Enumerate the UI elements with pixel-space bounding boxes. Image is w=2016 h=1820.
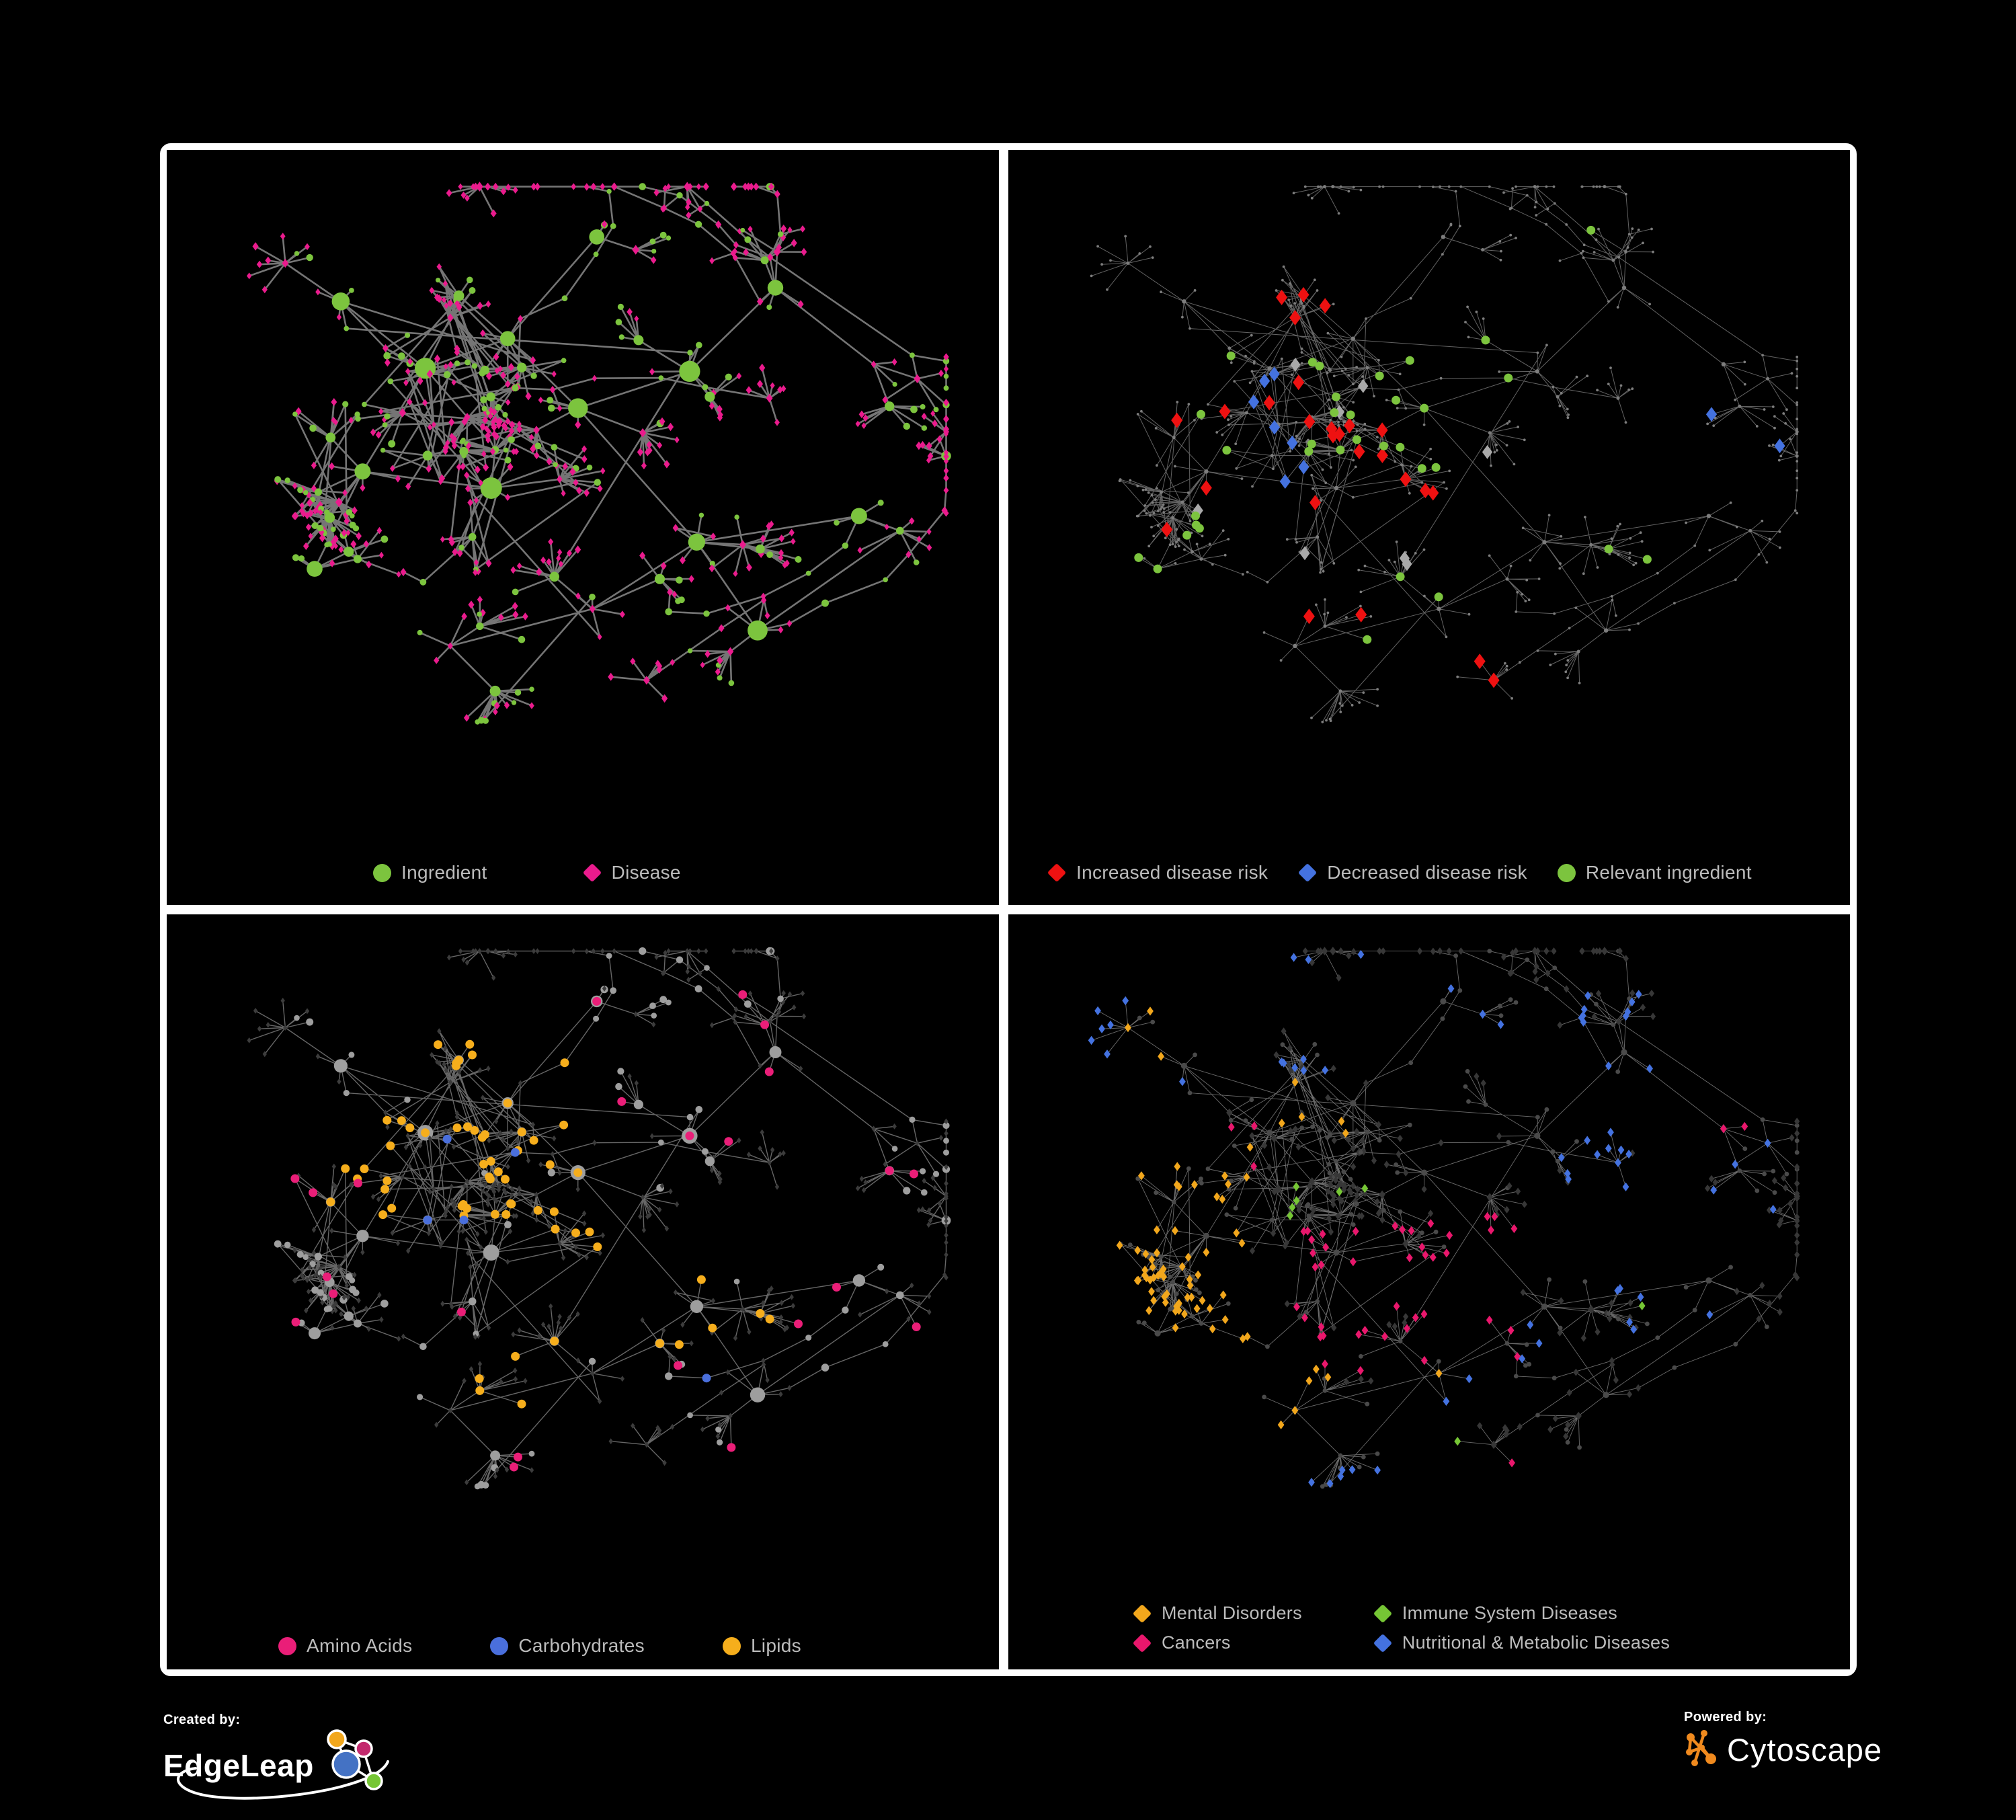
cytoscape-node xyxy=(1686,1749,1693,1755)
created-by-label: Created by: xyxy=(163,1712,241,1727)
panel-ingredient-disease: Ingredient Disease xyxy=(167,150,999,905)
amino-acids-circle-marker xyxy=(278,1636,296,1655)
disease-diamond-marker xyxy=(582,863,602,883)
powered-by-label: Powered by: xyxy=(1684,1710,1767,1725)
nodes-layer xyxy=(1088,947,1800,1489)
increased-disease-risk-diamond-marker xyxy=(1047,863,1067,883)
legend-label: Cancers xyxy=(1162,1632,1231,1653)
network-ingredient-disease xyxy=(247,182,951,725)
legend-label: Increased disease risk xyxy=(1076,862,1268,883)
legend-item-immune-system-diseases: Immune System Diseases xyxy=(1373,1603,1670,1624)
legend-item-lipids: Lipids xyxy=(722,1635,801,1657)
edges-layer xyxy=(249,950,947,1487)
edges-layer xyxy=(248,186,947,723)
cytoscape-wordmark: Cytoscape xyxy=(1727,1731,1883,1768)
network-disease-classes xyxy=(1088,947,1800,1489)
edgeleap-swoosh xyxy=(176,1760,389,1800)
nodes-layer xyxy=(247,947,951,1490)
network-disease-risk xyxy=(1090,185,1799,723)
legend-ingredient-disease: Ingredient Disease xyxy=(167,862,999,883)
edges-layer xyxy=(1091,186,1798,723)
lipids-circle-marker xyxy=(722,1636,741,1655)
legend-ingredient-classes: Amino Acids Carbohydrates Lipids xyxy=(167,1635,999,1657)
highlights-layer xyxy=(1134,225,1785,688)
legend-item-disease: Disease xyxy=(582,862,681,883)
legend-item-nutritional-metabolic-diseases: Nutritional & Metabolic Diseases xyxy=(1373,1632,1670,1653)
legend-label: Carbohydrates xyxy=(518,1635,645,1656)
cytoscape-node xyxy=(1701,1730,1707,1737)
panel-ingredient-classes: Amino Acids Carbohydrates Lipids xyxy=(167,914,999,1669)
legend-label: Lipids xyxy=(750,1635,801,1656)
cytoscape-node xyxy=(1705,1753,1716,1764)
grid-separator-horizontal xyxy=(167,905,1850,914)
legend-label: Amino Acids xyxy=(307,1635,413,1656)
powered-by-block: Powered by: Cytoscape xyxy=(1684,1710,1882,1770)
edgeleap-glyph-nodes xyxy=(327,1729,383,1790)
edgeleap-node-green xyxy=(364,1772,383,1790)
cancers-diamond-marker xyxy=(1132,1633,1152,1653)
legend-item-cancers: Cancers xyxy=(1132,1632,1302,1653)
legend-item-mental-disorders: Mental Disorders xyxy=(1132,1603,1302,1624)
legend-label: Ingredient xyxy=(401,862,487,883)
edgeleap-node-blue xyxy=(331,1749,361,1779)
relevant-ingredient-circle-marker xyxy=(1557,863,1576,882)
legend-item-increased-disease-risk: Increased disease risk xyxy=(1047,862,1268,883)
legend-item-decreased-disease-risk: Decreased disease risk xyxy=(1298,862,1527,883)
immune-system-diseases-diamond-marker xyxy=(1373,1604,1393,1623)
legend-item-ingredient: Ingredient xyxy=(373,862,487,883)
cytoscape-node xyxy=(1687,1733,1695,1741)
mental-disorders-diamond-marker xyxy=(1132,1604,1152,1623)
edges-layer xyxy=(1091,951,1798,1487)
carbohydrates-circle-marker xyxy=(490,1636,509,1655)
highlights-layer xyxy=(1088,949,1777,1489)
panel-disease-classes: Mental Disorders Immune System Diseases Ca… xyxy=(1008,914,1850,1669)
legend-label: Immune System Diseases xyxy=(1402,1603,1618,1623)
edgeleap-node-magenta xyxy=(354,1739,373,1758)
panel-grid: Ingredient Disease Increased disease risk… xyxy=(160,143,1857,1676)
legend-disease-risk: Increased disease risk Decreased disease … xyxy=(1008,862,1850,883)
ingredient-circle-marker xyxy=(373,863,391,882)
created-by-block: Created by: EdgeLeap xyxy=(163,1712,399,1805)
legend-item-amino-acids: Amino Acids xyxy=(278,1635,412,1657)
cytoscape-node xyxy=(1691,1759,1698,1766)
cytoscape-node xyxy=(1699,1745,1705,1750)
legend-label: Disease xyxy=(611,862,681,883)
legend-label: Mental Disorders xyxy=(1162,1603,1302,1623)
network-ingredient-classes xyxy=(247,947,951,1490)
cytoscape-logo xyxy=(1686,1730,1716,1766)
legend-label: Decreased disease risk xyxy=(1327,862,1527,883)
edgeleap-logo: EdgeLeap xyxy=(163,1729,389,1800)
edgeleap-wordmark: EdgeLeap xyxy=(163,1748,314,1783)
legend-label: Relevant ingredient xyxy=(1585,862,1752,883)
cytoscape-glyph-nodes xyxy=(1686,1730,1716,1766)
nutritional-metabolic-diseases-diamond-marker xyxy=(1373,1633,1393,1653)
legend-label: Nutritional & Metabolic Diseases xyxy=(1402,1632,1670,1653)
nodes-layer xyxy=(1090,185,1799,723)
legend-item-relevant-ingredient: Relevant ingredient xyxy=(1557,862,1752,883)
decreased-disease-risk-diamond-marker xyxy=(1298,863,1318,883)
edgeleap-node-orange xyxy=(327,1729,347,1749)
legend-disease-classes: Mental Disorders Immune System Diseases Ca… xyxy=(1008,1603,1850,1653)
legend-item-carbohydrates: Carbohydrates xyxy=(490,1635,645,1657)
nodes-layer xyxy=(247,182,951,725)
highlights-layer xyxy=(290,990,921,1472)
panel-disease-risk: Increased disease risk Decreased disease … xyxy=(1008,150,1850,905)
